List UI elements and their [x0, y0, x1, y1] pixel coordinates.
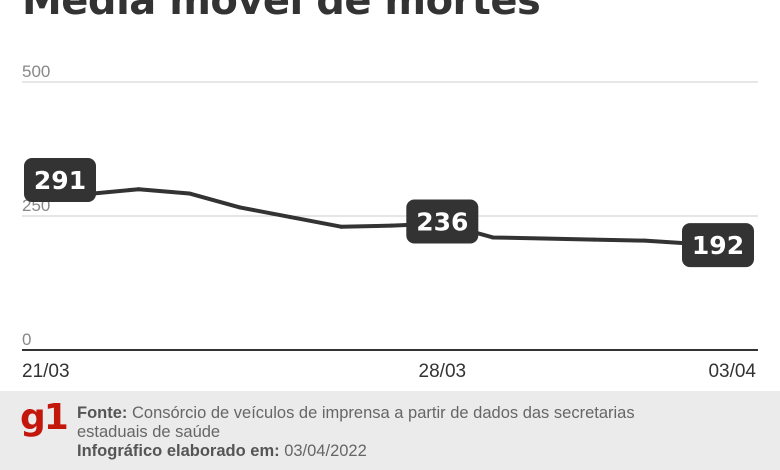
data-point [642, 238, 647, 243]
data-point [541, 236, 546, 241]
data-label: 291 [34, 166, 86, 195]
date-label: Infográfico elaborado em: [77, 442, 280, 460]
data-label-box [406, 199, 479, 244]
x-tick-label: 28/03 [419, 361, 467, 382]
data-point [592, 237, 597, 242]
data-point [389, 223, 394, 228]
source-label: Fonte: [77, 404, 128, 422]
x-tick-label: 03/04 [708, 361, 756, 382]
date-line: Infográfico elaborado em: 03/04/2022 [77, 442, 635, 461]
data-point [490, 235, 495, 240]
footer-text: Fonte: Consórcio de veículos de imprensa… [77, 404, 635, 461]
source-line-2: estaduais de saúde [77, 423, 221, 441]
source-text: Consórcio de veículos de imprensa a part… [127, 404, 635, 422]
data-point [187, 191, 192, 196]
source-line: Fonte: Consórcio de veículos de imprensa… [77, 404, 635, 423]
data-label-box [24, 158, 96, 203]
chart-title: Média móvel de mortes [22, 0, 541, 24]
g1-logo: g1 [20, 397, 69, 438]
data-point [237, 205, 242, 210]
data-point [136, 187, 141, 192]
date-text: 03/04/2022 [279, 442, 367, 460]
y-tick-label: 0 [22, 330, 31, 349]
data-label: 192 [692, 231, 744, 260]
data-label: 236 [416, 208, 468, 237]
data-point [339, 224, 344, 229]
data-label-box [682, 223, 754, 268]
data-point [288, 215, 293, 220]
y-tick-label: 500 [22, 62, 50, 81]
footer: g1 Fonte: Consórcio de veículos de impre… [0, 391, 780, 470]
x-tick-label: 21/03 [22, 361, 70, 382]
